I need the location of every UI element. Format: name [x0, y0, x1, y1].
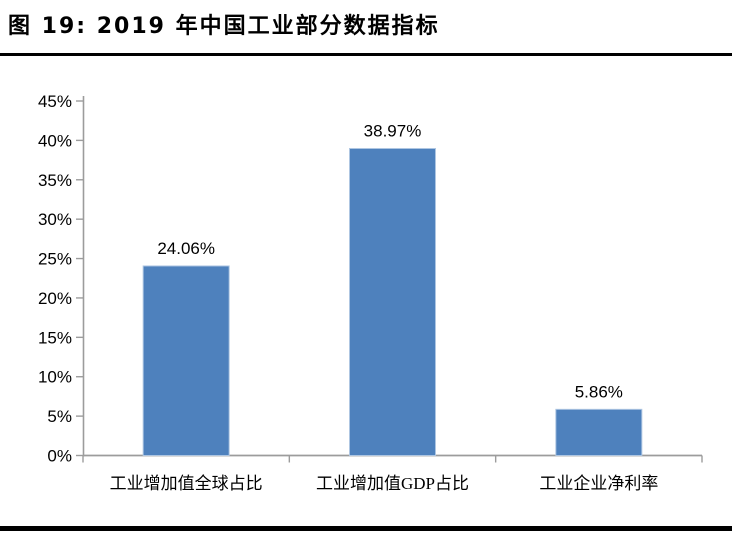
y-axis-tick-label: 15%	[38, 328, 72, 347]
y-axis-tick-label: 40%	[38, 131, 72, 150]
y-axis-tick-label: 25%	[38, 250, 72, 269]
page-bottom-rule	[0, 526, 732, 531]
category-label: 工业增加值全球占比	[110, 474, 263, 493]
bar-value-label: 24.06%	[157, 239, 215, 258]
y-axis-tick-label: 5%	[47, 407, 72, 426]
bar	[555, 408, 643, 456]
y-axis-tick-label: 20%	[38, 289, 72, 308]
title-top-rule	[0, 53, 732, 56]
y-axis-tick-label: 10%	[38, 368, 72, 387]
bar-value-label: 5.86%	[575, 382, 623, 401]
y-axis-tick-label: 30%	[38, 210, 72, 229]
bar-value-label: 38.97%	[364, 122, 422, 141]
category-label: 工业增加值GDP占比	[316, 474, 469, 493]
y-axis-tick-label: 0%	[47, 447, 72, 466]
figure-title: 图 19: 2019 年中国工业部分数据指标	[8, 14, 440, 39]
y-axis-tick-label: 45%	[38, 92, 72, 111]
bar	[349, 148, 436, 457]
category-label: 工业企业净利率	[539, 474, 658, 493]
y-axis-tick-label: 35%	[38, 171, 72, 190]
bar	[142, 265, 230, 456]
